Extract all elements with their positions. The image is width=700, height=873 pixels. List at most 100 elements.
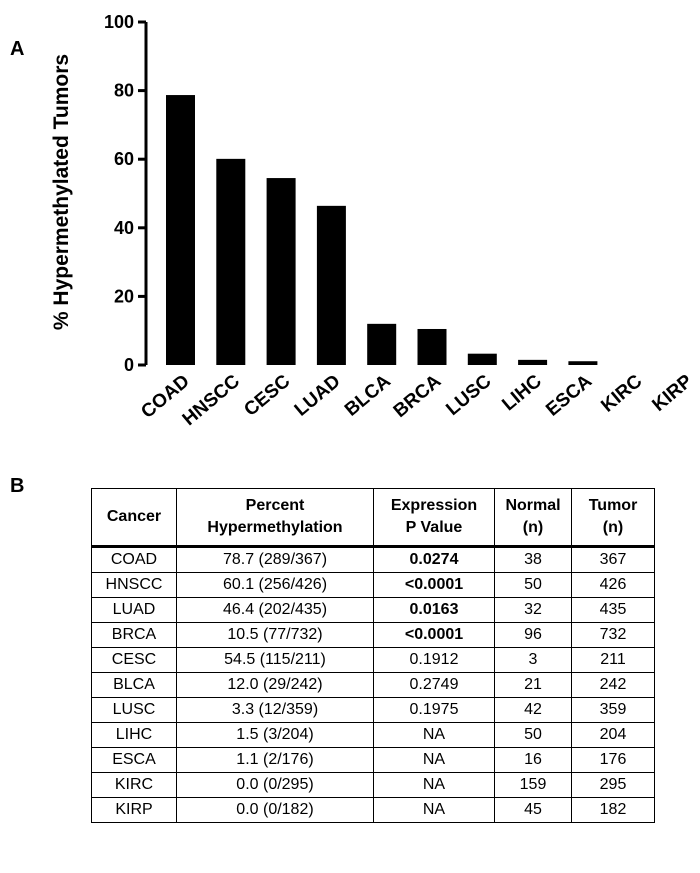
y-tick-label: 20 [114,286,134,306]
cell-tumor: 732 [571,622,655,648]
cell-pvalue: NA [373,797,495,823]
cell-pvalue: 0.0274 [373,546,495,573]
x-tick-label: LUAD [291,371,345,421]
cell-percent: 3.3 (12/359) [176,697,374,723]
cell-cancer: LIHC [91,722,177,748]
header-expression: Expression P Value [373,488,495,548]
cell-tumor: 367 [571,546,655,573]
y-tick-label: 60 [114,149,134,169]
y-axis-label: % Hypermethylated Tumors [50,54,73,330]
cell-percent: 12.0 (29/242) [176,672,374,698]
bar-luad [316,205,346,365]
cell-cancer: KIRC [91,772,177,798]
table-row: BLCA 12.0 (29/242) 0.2749 21 242 [91,672,655,698]
cell-percent: 46.4 (202/435) [176,597,374,623]
panel-b-label: B [10,475,25,497]
table-row: HNSCC 60.1 (256/426) <0.0001 50 426 [91,572,655,598]
cell-normal: 38 [494,546,572,573]
header-percent: Percent Hypermethylation [176,488,374,548]
bar-hnscc [216,158,246,365]
bar-brca [417,328,447,365]
cell-normal: 50 [494,572,572,598]
cell-tumor: 211 [571,647,655,673]
cell-pvalue: <0.0001 [373,572,495,598]
bar-blca [367,323,397,365]
cell-normal: 32 [494,597,572,623]
table-body: COAD 78.7 (289/367) 0.0274 38 367 HNSCC 60.1 (… [91,546,655,823]
cell-cancer: ESCA [91,747,177,773]
bars [166,95,598,366]
table-header-row: Cancer Percent Hypermethylation Expressio… [91,488,655,548]
bar-lihc [518,359,548,365]
x-tick-label: HNSCC [179,371,244,431]
table-row: COAD 78.7 (289/367) 0.0274 38 367 [91,546,655,573]
data-table-container: Cancer Percent Hypermethylation Expressio… [91,488,655,823]
cell-normal: 96 [494,622,572,648]
cell-cancer: LUSC [91,697,177,723]
cell-normal: 42 [494,697,572,723]
cell-cancer: BLCA [91,672,177,698]
x-tick-label: KIRC [597,371,646,417]
header-cancer: Cancer [91,488,177,548]
cell-cancer: COAD [91,546,177,573]
bar-lusc [467,353,497,365]
bar-esca [568,361,598,365]
cell-normal: 45 [494,797,572,823]
table-row: BRCA 10.5 (77/732) <0.0001 96 732 [91,622,655,648]
header-tumor: Tumor (n) [571,488,655,548]
cell-percent: 1.5 (3/204) [176,722,374,748]
cell-percent: 54.5 (115/211) [176,647,374,673]
data-table: Cancer Percent Hypermethylation Expressio… [91,488,655,823]
table-row: LIHC 1.5 (3/204) NA 50 204 [91,722,655,748]
cell-cancer: CESC [91,647,177,673]
cell-percent: 1.1 (2/176) [176,747,374,773]
cell-normal: 3 [494,647,572,673]
x-tick-label: LUSC [442,371,495,421]
cell-pvalue: 0.1912 [373,647,495,673]
x-tick-label: ESCA [542,371,596,421]
cell-tumor: 182 [571,797,655,823]
table-row: ESCA 1.1 (2/176) NA 16 176 [91,747,655,773]
cell-percent: 0.0 (0/182) [176,797,374,823]
table-row: LUAD 46.4 (202/435) 0.0163 32 435 [91,597,655,623]
cell-percent: 0.0 (0/295) [176,772,374,798]
y-tick-label: 100 [104,12,134,32]
cell-tumor: 204 [571,722,655,748]
cell-tumor: 359 [571,697,655,723]
cell-normal: 50 [494,722,572,748]
cell-pvalue: <0.0001 [373,622,495,648]
x-tick-label: BLCA [341,371,395,421]
cell-cancer: BRCA [91,622,177,648]
x-tick-label: LIHC [498,371,546,416]
cell-normal: 21 [494,672,572,698]
cell-percent: 60.1 (256/426) [176,572,374,598]
bar-cesc [266,178,296,365]
cell-tumor: 295 [571,772,655,798]
cell-cancer: KIRP [91,797,177,823]
cell-tumor: 176 [571,747,655,773]
panel-a-label: A [10,38,25,60]
x-tick-label: KIRP [648,371,697,416]
x-tick-label: BRCA [390,371,446,423]
cell-cancer: LUAD [91,597,177,623]
cell-tumor: 426 [571,572,655,598]
cell-pvalue: 0.1975 [373,697,495,723]
x-tick-label: CESC [240,371,294,421]
cell-percent: 10.5 (77/732) [176,622,374,648]
cell-pvalue: 0.2749 [373,672,495,698]
bar-coad [166,95,195,366]
cell-tumor: 242 [571,672,655,698]
cell-tumor: 435 [571,597,655,623]
cell-percent: 78.7 (289/367) [176,546,374,573]
y-axis: 0 20 40 60 80 100 [104,12,148,375]
y-tick-label: 0 [124,355,134,375]
cell-normal: 16 [494,747,572,773]
cell-pvalue: 0.0163 [373,597,495,623]
table-row: CESC 54.5 (115/211) 0.1912 3 211 [91,647,655,673]
table-row: LUSC 3.3 (12/359) 0.1975 42 359 [91,697,655,723]
cell-cancer: HNSCC [91,572,177,598]
table-row: KIRP 0.0 (0/182) NA 45 182 [91,797,655,823]
cell-pvalue: NA [373,722,495,748]
header-normal: Normal (n) [494,488,572,548]
